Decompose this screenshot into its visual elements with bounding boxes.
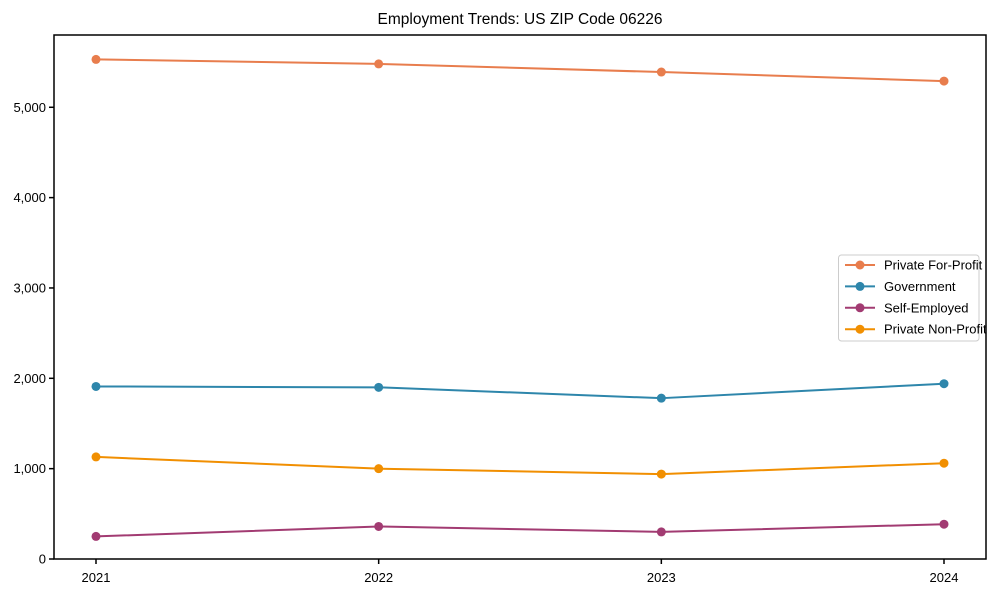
legend-label: Private For-Profit [884, 258, 983, 273]
legend-box [838, 254, 980, 342]
legend-label: Private Non-Profit [884, 322, 987, 337]
data-point-marker-self-employed-2024 [939, 519, 949, 529]
legend-item-self-employed: Self-Employed [845, 300, 969, 315]
data-point-marker-private-non-profit-2022 [374, 464, 384, 474]
series-line-private-for-profit [95, 58, 945, 83]
x-axis-tick-label: 2021 [82, 570, 111, 585]
y-axis-tick-label: 5,000 [13, 100, 46, 115]
data-point-marker-private-non-profit-2023 [656, 469, 666, 479]
data-point-marker-government-2023 [656, 393, 666, 403]
data-point-marker-self-employed-2022 [374, 521, 384, 531]
legend-swatch-marker [855, 281, 865, 291]
data-point-marker-private-for-profit-2023 [656, 67, 666, 77]
legend-swatch-marker [855, 303, 865, 313]
x-axis-tick-label: 2022 [364, 570, 393, 585]
data-point-marker-government-2022 [374, 382, 384, 392]
y-axis-tick-label: 0 [39, 552, 46, 567]
series-line-self-employed [95, 523, 945, 538]
legend-swatch-marker [855, 324, 865, 334]
y-axis-tick-label: 1,000 [13, 461, 46, 476]
legend-label: Government [884, 279, 956, 294]
chart-title: Employment Trends: US ZIP Code 06226 [378, 11, 663, 28]
data-point-marker-government-2024 [939, 379, 949, 389]
legend-swatch-marker [855, 260, 865, 270]
x-axis-tick-label: 2024 [930, 570, 959, 585]
y-axis-tick-label: 3,000 [13, 280, 46, 295]
data-point-marker-private-non-profit-2021 [91, 452, 101, 462]
data-point-marker-self-employed-2023 [656, 527, 666, 537]
series-line-government [95, 382, 945, 400]
data-point-marker-private-for-profit-2021 [91, 54, 101, 64]
data-point-marker-self-employed-2021 [91, 531, 101, 541]
legend: Private For-Profit Government Self-Employe… [838, 254, 987, 342]
legend-item-private-non-profit: Private Non-Profit [845, 322, 987, 337]
series-line-private-non-profit [95, 455, 945, 476]
legend-item-government: Government [845, 279, 956, 294]
legend-item-private-for-profit: Private For-Profit [845, 258, 983, 273]
y-axis-tick-label: 4,000 [13, 190, 46, 205]
data-point-marker-private-for-profit-2022 [374, 59, 384, 69]
x-axis-tick-label: 2023 [647, 570, 676, 585]
y-axis-tick-label: 2,000 [13, 371, 46, 386]
legend-label: Self-Employed [884, 300, 969, 315]
data-point-marker-government-2021 [91, 381, 101, 391]
plot-area-border [53, 34, 987, 560]
data-point-marker-private-for-profit-2024 [939, 76, 949, 86]
data-point-marker-private-non-profit-2024 [939, 458, 949, 468]
